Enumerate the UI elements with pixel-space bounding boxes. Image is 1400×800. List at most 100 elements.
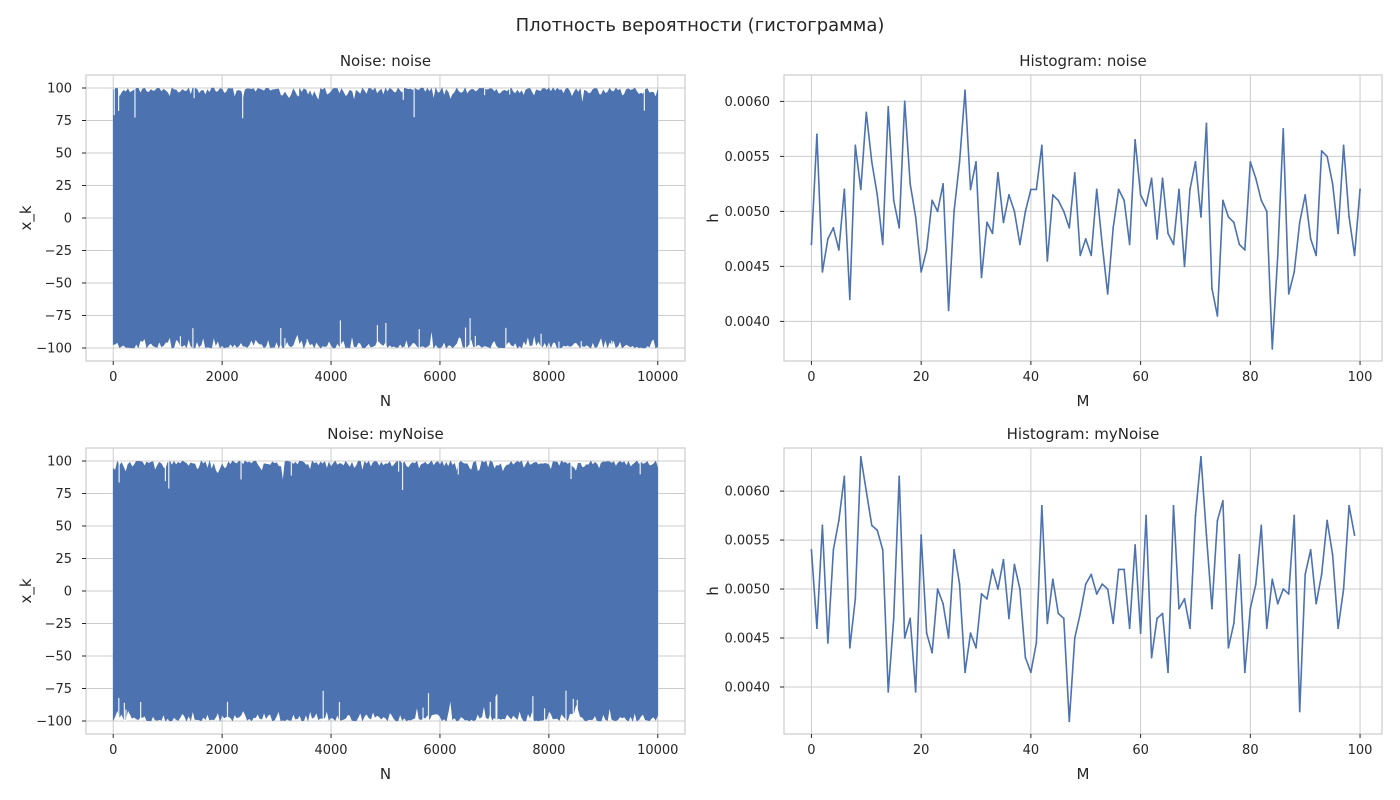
mynoise-hist-point: [1139, 632, 1142, 635]
mynoise-hist-title: Histogram: myNoise: [1007, 425, 1160, 443]
noise-plot-noise-band: [112, 87, 659, 349]
mynoise-plot-ytick-label-6: −50: [45, 650, 72, 665]
mynoise-hist-point: [843, 475, 846, 478]
noise-hist-point: [1178, 188, 1180, 191]
noise-hist-point: [931, 199, 934, 202]
noise-hist-point: [1008, 194, 1010, 196]
noise-hist-point: [1161, 177, 1164, 180]
noise-hist-point: [947, 309, 950, 312]
mynoise-hist-point: [1353, 534, 1356, 537]
mynoise-hist-ytick-label-1: 0.0045: [725, 632, 771, 647]
noise-hist-point: [1035, 188, 1038, 191]
noise-hist-point: [1298, 221, 1301, 224]
noise-hist-ylabel: h: [704, 213, 722, 223]
noise-hist-point: [991, 232, 994, 235]
mynoise-hist-point: [1265, 627, 1268, 630]
noise-hist-point: [1194, 161, 1197, 163]
noise-hist-xtick-label-3: 60: [1132, 370, 1149, 385]
mynoise-hist-point: [914, 690, 917, 693]
mynoise-hist-xtick-label-3: 60: [1132, 743, 1149, 758]
noise-hist-point: [1348, 216, 1350, 218]
noise-hist-point: [1320, 150, 1323, 152]
mynoise-hist-point: [1183, 597, 1186, 600]
mynoise-hist-point: [1260, 524, 1263, 527]
noise-hist-point: [837, 249, 840, 251]
mynoise-hist-point: [1079, 612, 1082, 615]
mynoise-hist-xtick-label-5: 100: [1348, 743, 1373, 758]
noise-plot-ytick-label-5: −25: [45, 244, 72, 259]
noise-plot-ytick-label-4: 0: [64, 212, 72, 227]
noise-hist-point: [898, 227, 901, 229]
mynoise-hist-point: [931, 651, 934, 654]
mynoise-hist-ylabel: h: [704, 586, 722, 596]
mynoise-plot-xtick-label-5: 10000: [637, 743, 678, 758]
noise-hist-point: [832, 227, 835, 229]
noise-hist-point: [1211, 287, 1213, 290]
noise-hist-point: [1040, 144, 1043, 147]
mynoise-hist-point: [1271, 578, 1274, 581]
noise-hist-point: [903, 100, 906, 103]
noise-plot-xtick-label-3: 6000: [423, 370, 456, 385]
noise-hist-point: [1079, 254, 1082, 257]
mynoise-hist-point: [1298, 710, 1301, 713]
mynoise-hist-series-line: [810, 456, 1356, 723]
noise-hist-point: [986, 221, 988, 224]
noise-hist-point: [865, 111, 868, 114]
mynoise-plot-ytick-label-2: 50: [55, 520, 72, 535]
noise-plot-ytick-label-7: −75: [45, 309, 72, 324]
noise-hist-point: [964, 89, 966, 92]
mynoise-hist-point: [816, 627, 818, 630]
mynoise-hist-xtick-label-2: 40: [1023, 743, 1040, 758]
mynoise-hist-point: [859, 455, 862, 458]
noise-hist-point: [821, 271, 824, 273]
noise-hist-point: [1293, 271, 1296, 273]
noise-hist-point: [1243, 249, 1246, 251]
noise-hist-point: [1145, 205, 1147, 207]
noise-hist-point: [1353, 254, 1356, 257]
mynoise-hist-point: [1315, 602, 1318, 605]
mynoise-hist-point: [986, 597, 988, 600]
mynoise-hist-ytick-label-3: 0.0055: [725, 534, 771, 549]
mynoise-hist-point: [1134, 544, 1137, 546]
noise-hist-point: [1200, 216, 1202, 218]
noise-plot-title: Noise: noise: [340, 52, 431, 70]
noise-hist-point: [1117, 188, 1120, 191]
mynoise-hist-point: [997, 588, 999, 590]
mynoise-hist-point: [1227, 646, 1230, 649]
mynoise-hist-point: [1019, 588, 1021, 590]
mynoise-hist-point: [1002, 558, 1005, 561]
noise-hist-point: [1260, 199, 1263, 202]
mynoise-plot-xlabel: N: [380, 765, 391, 783]
mynoise-hist-point: [865, 490, 868, 492]
mynoise-hist-point: [1243, 671, 1246, 674]
mynoise-hist-point: [821, 524, 824, 527]
mynoise-hist-frame: [783, 447, 1383, 735]
noise-hist-frame: [783, 74, 1383, 362]
mynoise-hist-point: [1013, 563, 1016, 566]
noise-hist-point: [1342, 144, 1345, 147]
mynoise-plot: 0 2000 4000 6000 8000 10000 100 75 50 25 0 −25 −50 −7…: [17, 425, 686, 783]
noise-hist-point: [1331, 183, 1334, 185]
mynoise-hist: 0 20 40 60 80 100 0.0040 0.0045 0.0050 0.0055 0.00…: [704, 425, 1383, 783]
mynoise-hist-point: [1123, 568, 1126, 571]
mynoise-hist-point: [1084, 583, 1087, 586]
noise-hist-point: [909, 183, 912, 185]
mynoise-hist-point: [1145, 514, 1147, 517]
mynoise-hist-point: [1326, 519, 1329, 522]
noise-plot-xtick-label-2: 4000: [314, 370, 347, 385]
mynoise-hist-point: [1293, 514, 1296, 517]
noise-hist-point: [1013, 210, 1016, 213]
mynoise-hist-xtick-label-1: 20: [913, 743, 930, 758]
noise-hist-point: [1002, 221, 1005, 224]
mynoise-hist-point: [1150, 656, 1153, 659]
mynoise-hist-ytick-label-0: 0.0040: [725, 680, 771, 695]
noise-hist-ytick-label-3: 0.0055: [725, 150, 771, 165]
noise-hist-xtick-label-4: 80: [1242, 370, 1259, 385]
mynoise-hist-point: [925, 632, 928, 635]
noise-hist-point: [887, 106, 890, 108]
noise-hist-point: [1249, 161, 1252, 163]
noise-hist-xtick-label-2: 40: [1023, 370, 1040, 385]
noise-hist-point: [1106, 293, 1109, 295]
mynoise-plot-ytick-label-8: −100: [36, 715, 72, 730]
mynoise-plot-ytick-label-5: −25: [45, 617, 72, 632]
